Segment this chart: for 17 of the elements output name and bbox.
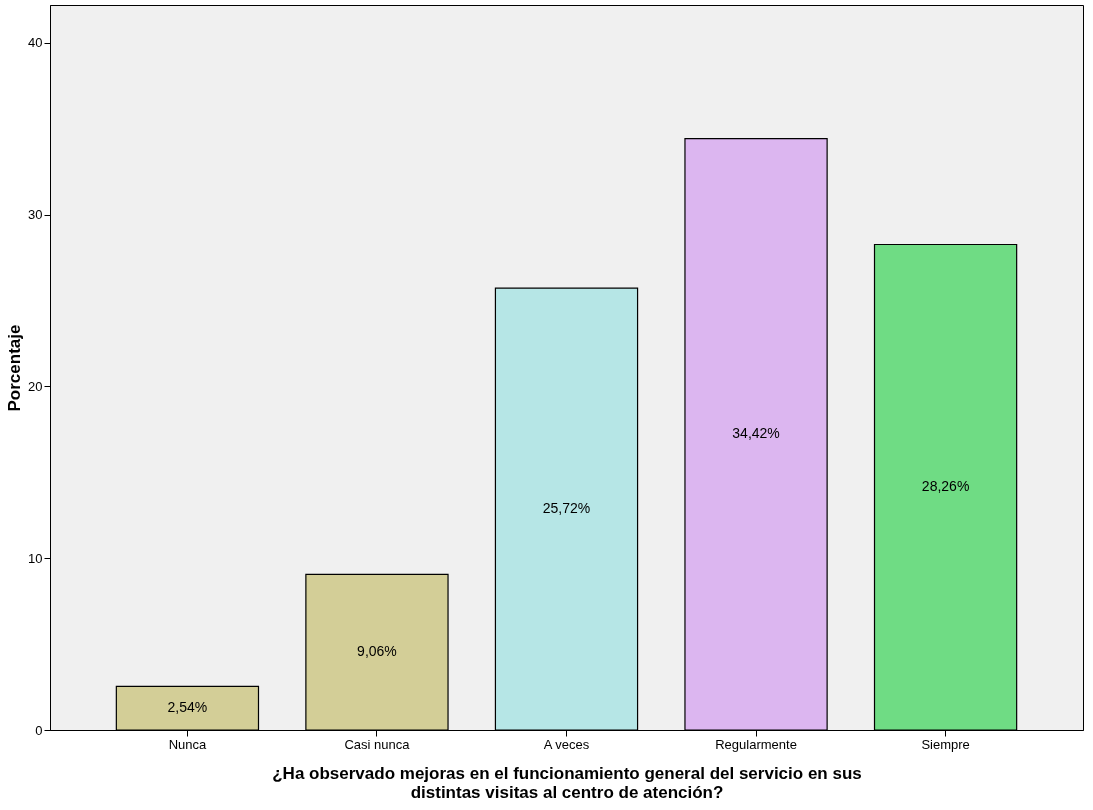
y-tick-label: 10 — [28, 550, 43, 566]
data-label: 2,54% — [167, 699, 208, 716]
y-tick-label: 40 — [28, 35, 43, 51]
x-tick-label: Nunca — [168, 736, 207, 752]
data-label: 9,06% — [357, 643, 397, 660]
data-label: 25,72% — [542, 500, 591, 517]
x-tick-label: Siempre — [921, 736, 970, 752]
y-axis-title: Porcentaje — [5, 324, 25, 412]
data-label: 34,42% — [732, 425, 780, 442]
x-tick-label: Casi nunca — [344, 736, 411, 752]
data-label: 28,26% — [921, 478, 970, 495]
y-tick-label: 20 — [28, 378, 43, 394]
x-tick-label: A veces — [543, 736, 590, 752]
x-tick-label: Regularmente — [715, 736, 797, 752]
y-tick-label: 0 — [35, 722, 43, 738]
y-tick-label: 30 — [28, 207, 43, 223]
x-axis-title: ¿Ha observado mejoras en el funcionamiento general del servicio en sus distintas visitas al centro de atención? — [272, 763, 862, 802]
